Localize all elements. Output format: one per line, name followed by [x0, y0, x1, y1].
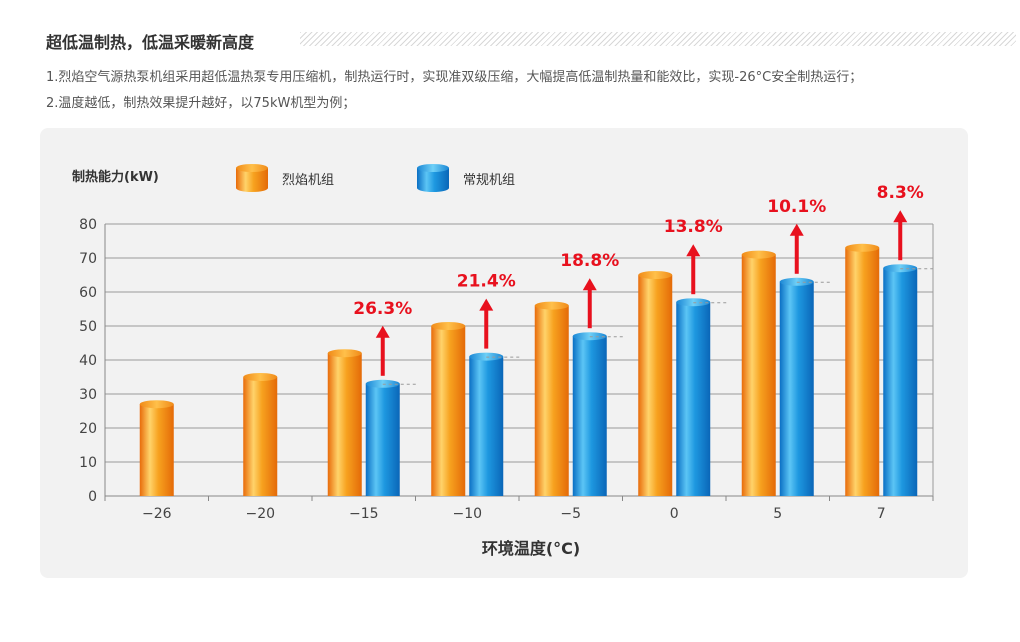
bar-orange [741, 250, 776, 496]
bar-orange-body [845, 247, 880, 496]
x-tick-label: −10 [452, 506, 482, 522]
improvement-arrow-head [893, 210, 908, 223]
bar-orange-body [243, 377, 278, 496]
bar-orange-top [534, 301, 569, 310]
bar-orange [243, 373, 278, 496]
bar-orange-body [534, 305, 569, 496]
section-title: 超低温制热，低温采暖新高度 [46, 33, 255, 52]
improvement-label: 26.3% [353, 299, 412, 319]
bar-blue-body [365, 383, 400, 496]
legend-swatch-blue [417, 164, 449, 192]
y-tick-label: 70 [79, 251, 97, 267]
x-tick-label: 7 [877, 506, 886, 522]
bar-orange [638, 271, 673, 496]
y-axis-ticks: 0 10 20 30 40 50 60 70 80 [79, 217, 97, 505]
bar-orange-top [741, 250, 776, 259]
x-axis-ticks: −26 −20 −15 −10 −5 0 5 7 [142, 506, 886, 522]
legend-swatch-orange [236, 164, 268, 192]
section-header: 超低温制热，低温采暖新高度 [42, 26, 1016, 52]
bar-orange-body [139, 404, 174, 496]
bar-orange [845, 243, 880, 496]
bar-orange-body [638, 275, 673, 496]
x-axis-label: 环境温度(°C) [482, 539, 580, 558]
bar-blue-body [469, 356, 504, 496]
bars [139, 243, 918, 496]
bar-blue-body [883, 268, 918, 496]
bar-blue-body [572, 336, 607, 496]
x-tick-label: 5 [773, 506, 782, 522]
x-tick-label: −20 [245, 506, 275, 522]
bar-orange-body [431, 326, 466, 496]
bar-orange-top [431, 322, 466, 330]
bar-blue [883, 264, 918, 496]
bar-blue [779, 277, 814, 496]
bar-orange [327, 349, 362, 496]
bar-blue-body [676, 302, 711, 496]
improvement-arrow-head [789, 223, 804, 236]
y-tick-label: 80 [79, 217, 97, 233]
bar-orange-top [638, 271, 673, 279]
bar-blue-body [779, 281, 814, 496]
bar-blue [365, 379, 400, 496]
x-tick-label: −26 [142, 506, 172, 522]
x-tick-label: −15 [349, 506, 379, 522]
bar-orange [431, 322, 466, 496]
bar-blue [469, 352, 504, 496]
improvement-label: 10.1% [767, 197, 826, 217]
bar-orange [534, 301, 569, 496]
bar-orange-top [139, 400, 174, 409]
bar-orange-top [327, 349, 362, 358]
bar-blue [572, 332, 607, 496]
bar-orange-top [845, 243, 880, 252]
y-tick-label: 10 [79, 455, 97, 471]
improvement-label: 13.8% [664, 217, 723, 237]
description-line-2: 2.温度越低，制热效果提升越好，以75kW机型为例； [46, 96, 356, 111]
legend-label-blue: 常规机组 [463, 173, 515, 188]
legend: 烈焰机组 常规机组 [236, 164, 515, 192]
x-tick-label: 0 [670, 506, 679, 522]
y-tick-label: 20 [79, 421, 97, 437]
y-tick-label: 0 [88, 489, 97, 505]
y-tick-label: 40 [79, 353, 97, 369]
improvement-label: 8.3% [877, 183, 924, 203]
description-line-1: 1.烈焰空气源热泵机组采用超低温热泵专用压缩机，制热运行时，实现准双级压缩，大幅… [46, 70, 863, 85]
y-tick-label: 60 [79, 285, 97, 301]
bar-orange [139, 400, 174, 496]
bar-orange-body [741, 254, 776, 496]
decorative-stripes [300, 32, 1016, 46]
improvement-label: 21.4% [457, 272, 516, 292]
improvement-annotations: 26.3% 21.4% 18.8% 13.8% 10.1% 8.3% [353, 183, 937, 385]
improvement-arrow-head [375, 325, 390, 338]
improvement-arrow-head [582, 278, 597, 291]
bar-orange-body [327, 353, 362, 496]
x-tick-label: −5 [560, 506, 581, 522]
improvement-label: 18.8% [560, 251, 619, 271]
y-axis-label: 制热能力(kW) [72, 169, 159, 185]
legend-label-orange: 烈焰机组 [282, 173, 334, 188]
improvement-arrow-head [686, 244, 701, 257]
y-tick-label: 50 [79, 319, 97, 335]
bar-blue [676, 298, 711, 496]
bar-orange-top [243, 373, 278, 381]
improvement-arrow-head [479, 298, 494, 311]
y-tick-label: 30 [79, 387, 97, 403]
